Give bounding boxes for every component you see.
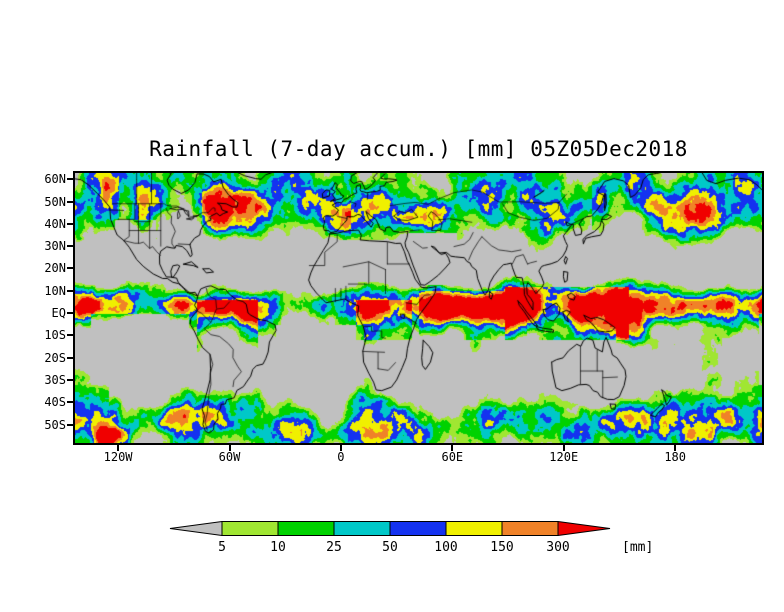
x-axis-tick (674, 445, 677, 451)
colorbar-unit-label: [mm] (622, 540, 654, 555)
map-frame (73, 171, 764, 445)
y-axis-label-50N: 50N (44, 194, 66, 209)
x-axis-tick (228, 445, 231, 451)
colorbar-tick-label-150: 150 (490, 540, 514, 555)
colorbar-tick-label-50: 50 (382, 540, 398, 555)
x-axis-label-60W: 60W (218, 450, 241, 464)
y-axis-label-30N: 30N (44, 239, 66, 254)
x-axis-label-120E: 120E (549, 450, 579, 464)
y-axis-label-20S: 20S (44, 350, 66, 365)
colorbar-tick-label-25: 25 (326, 540, 342, 555)
y-axis-label-50S: 50S (44, 417, 66, 432)
y-axis-label-40S: 40S (44, 395, 66, 410)
colorbar-tick-label-300: 300 (546, 540, 570, 555)
colorbar-tick-label-10: 10 (270, 540, 286, 555)
x-axis-label-120W: 120W (103, 450, 133, 464)
y-axis-label-30S: 30S (44, 372, 66, 387)
y-axis-label-40N: 40N (44, 216, 66, 231)
x-axis-tick (117, 445, 120, 451)
x-axis-tick (451, 445, 454, 451)
colorbar-segment-4 (389, 521, 447, 536)
colorbar-above-arrow (557, 521, 611, 536)
y-axis-label-EQ: EQ (51, 306, 66, 321)
colorbar-segment-5 (445, 521, 503, 536)
colorbar-tick-label-100: 100 (434, 540, 458, 555)
rainfall-map-canvas (75, 173, 762, 443)
y-axis-label-60N: 60N (44, 172, 66, 187)
colorbar-segment-6 (501, 521, 559, 536)
colorbar-legend (169, 521, 611, 536)
colorbar-tick-label-5: 5 (218, 540, 226, 555)
colorbar-segment-3 (333, 521, 391, 536)
y-axis-label-10N: 10N (44, 283, 66, 298)
y-axis-label-20N: 20N (44, 261, 66, 276)
plot-title: Rainfall (7-day accum.) [mm] 05Z05Dec201… (149, 137, 688, 161)
colorbar-segment-2 (277, 521, 335, 536)
y-axis-label-10S: 10S (44, 328, 66, 343)
x-axis-tick (339, 445, 342, 451)
x-axis-label-60E: 60E (441, 450, 464, 464)
x-axis-label-180: 180 (664, 450, 687, 464)
colorbar-below-arrow (169, 521, 223, 536)
colorbar-segment-1 (221, 521, 279, 536)
x-axis-label-0: 0 (337, 450, 345, 464)
x-axis-tick (562, 445, 565, 451)
